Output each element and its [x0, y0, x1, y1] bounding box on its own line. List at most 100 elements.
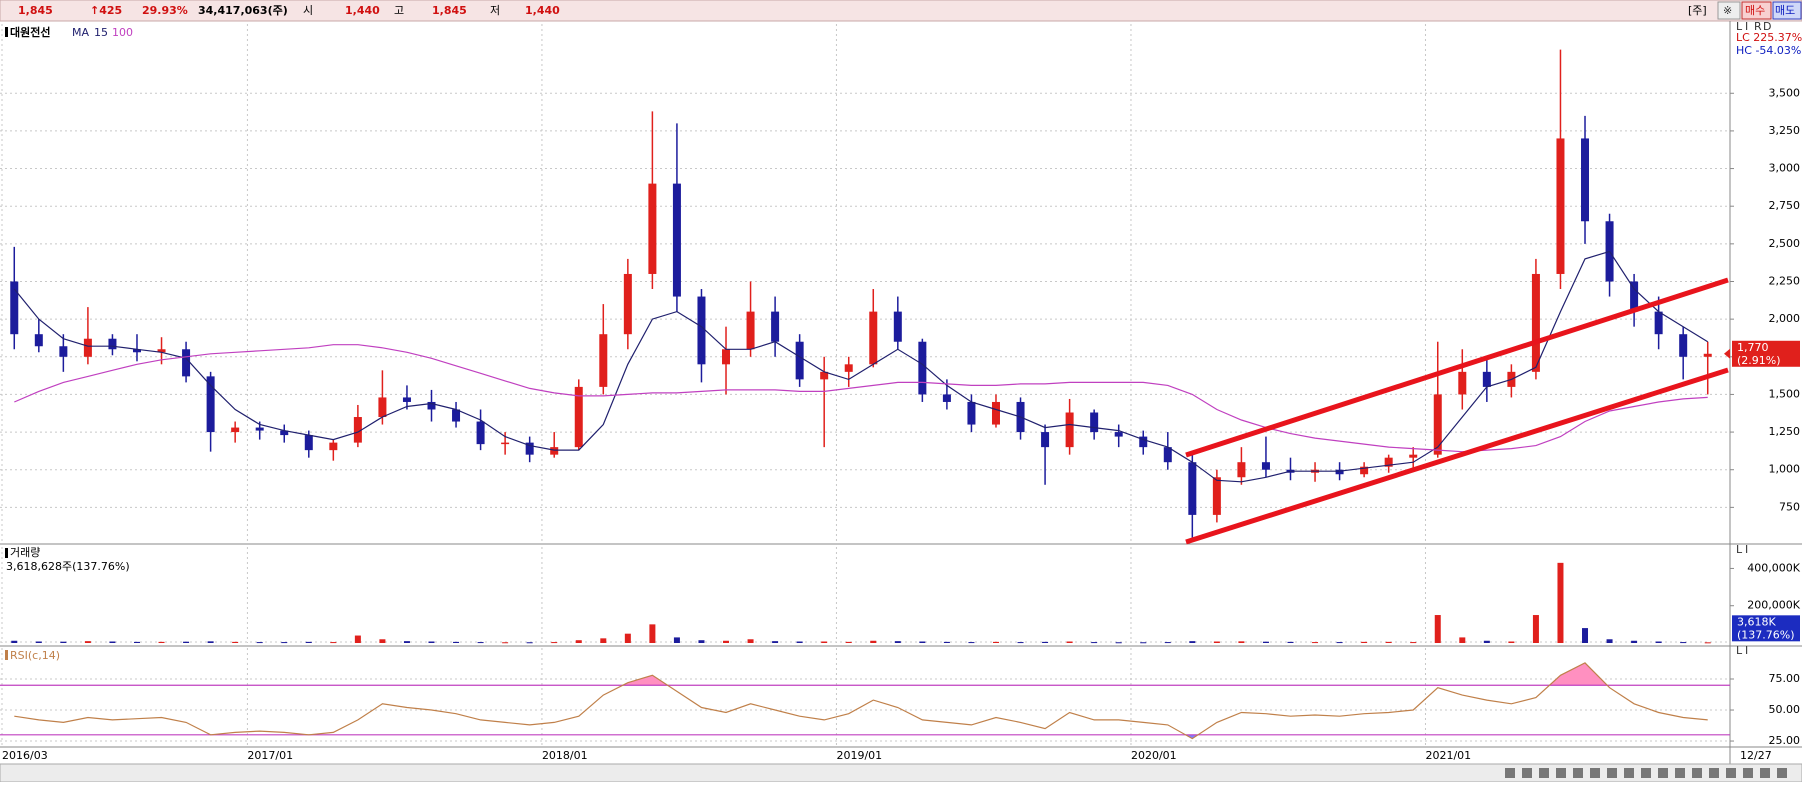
volume-bar — [1140, 642, 1147, 644]
candle-body — [746, 311, 755, 350]
volume-bar — [845, 641, 852, 643]
ma-legend: 100 — [112, 26, 133, 39]
candle-body — [869, 311, 878, 365]
volume-bar — [1066, 641, 1073, 643]
volume-bar — [821, 641, 828, 643]
moving-average — [14, 344, 1708, 453]
candle-body — [182, 349, 191, 377]
buy[interactable]: 매수 — [1745, 4, 1765, 17]
volume-bar — [919, 641, 926, 643]
x-tick-label: 2016/03 — [2, 749, 48, 762]
unit[interactable]: [주] — [1688, 4, 1707, 17]
candle-body — [476, 421, 485, 445]
volume-bar — [1582, 628, 1589, 643]
candle-body — [844, 364, 853, 372]
candle-body — [1556, 138, 1565, 274]
candle-body — [1212, 477, 1221, 515]
candle-body — [280, 430, 289, 436]
volume-bar — [1262, 641, 1269, 643]
candle-body — [1458, 371, 1467, 395]
y-tick-label: 50.00 — [1769, 703, 1801, 716]
candle-body — [231, 427, 240, 433]
candle-body — [83, 338, 92, 357]
candle-body — [1482, 371, 1491, 387]
buy-button[interactable] — [1741, 1, 1772, 20]
candle-body — [427, 401, 436, 410]
rsi-line — [14, 662, 1708, 740]
candle-body — [378, 397, 387, 418]
change: ↑425 — [90, 4, 122, 17]
volume-bar — [1312, 642, 1319, 644]
moving-average — [13, 250, 1709, 483]
sell[interactable]: 매도 — [1775, 4, 1795, 17]
volume-bar — [943, 641, 950, 643]
volume-bar — [1091, 642, 1098, 644]
candle-body — [1090, 412, 1099, 433]
candle-body — [820, 371, 829, 380]
volume-bar — [747, 639, 754, 643]
volume: 34,417,063(주) — [198, 4, 288, 17]
volume-bar — [1631, 640, 1638, 643]
volume-bar — [526, 642, 533, 644]
volume-bar — [1287, 641, 1294, 643]
sell-button[interactable] — [1772, 1, 1802, 20]
candle-body — [1703, 353, 1712, 357]
candle-body — [353, 417, 362, 443]
candle-body — [795, 341, 804, 380]
option[interactable]: ※ — [1723, 4, 1732, 17]
candle-body — [34, 334, 43, 347]
volume-bar — [968, 642, 975, 644]
volume-bar — [1532, 615, 1539, 643]
volume-bar — [1459, 637, 1466, 643]
upper-trendline — [1185, 277, 1729, 458]
volume-title: 거래량 — [10, 546, 40, 559]
panel-button[interactable]: L — [1736, 644, 1743, 657]
volume-bar — [11, 640, 18, 643]
current-volume-change: (137.76%) — [1737, 628, 1795, 641]
volume-subtitle: 3,618,628주(137.76%) — [6, 560, 130, 573]
candle-body — [722, 349, 731, 365]
volume-bar — [1017, 642, 1024, 644]
y-tick-label: 1,500 — [1769, 387, 1801, 400]
rsi-overbought-fill — [14, 662, 1708, 686]
panel-button[interactable]: I — [1745, 644, 1748, 657]
stock-name: 대원전선 — [10, 25, 50, 39]
volume-bar — [1483, 640, 1490, 643]
current-volume-box — [1732, 615, 1800, 642]
panel-button[interactable]: I — [1745, 20, 1748, 33]
candle-body — [697, 296, 706, 365]
candle-body — [942, 394, 951, 402]
candle-body — [1188, 462, 1197, 515]
candle-body — [132, 349, 141, 353]
volume-bar — [207, 641, 214, 643]
toolbar-icons[interactable] — [1505, 768, 1787, 778]
rsi-oversold-fill — [1185, 734, 1199, 739]
hc-label: HC -54.03% — [1736, 44, 1801, 57]
candle-body — [1114, 432, 1123, 437]
volume-bar — [281, 642, 288, 644]
volume-bar — [575, 640, 582, 643]
volume-bar — [649, 624, 656, 643]
candle-body — [1384, 457, 1393, 467]
y-tick-label: 3,000 — [1769, 162, 1801, 175]
option-button[interactable] — [1717, 1, 1741, 20]
high: 1,845 — [432, 4, 467, 17]
panel-button[interactable]: L — [1736, 20, 1743, 33]
candle-body — [329, 442, 338, 451]
panel-button[interactable]: L — [1736, 543, 1743, 556]
candle-body — [1581, 138, 1590, 222]
volume-bar — [35, 641, 42, 643]
y-tick-label: 2,500 — [1769, 237, 1801, 250]
low: 1,440 — [525, 4, 560, 17]
open-label: 시 — [303, 4, 313, 17]
volume-bar — [698, 640, 705, 643]
panel-button[interactable]: I — [1745, 543, 1748, 556]
volume-bar — [232, 641, 239, 643]
volume-bar — [1336, 642, 1343, 644]
panel-button[interactable]: R — [1754, 20, 1762, 33]
panel-button[interactable]: D — [1763, 20, 1771, 33]
volume-bar — [1164, 642, 1171, 644]
y-tick-label: 1,250 — [1769, 425, 1801, 438]
change-pct: 29.93% — [142, 4, 188, 17]
